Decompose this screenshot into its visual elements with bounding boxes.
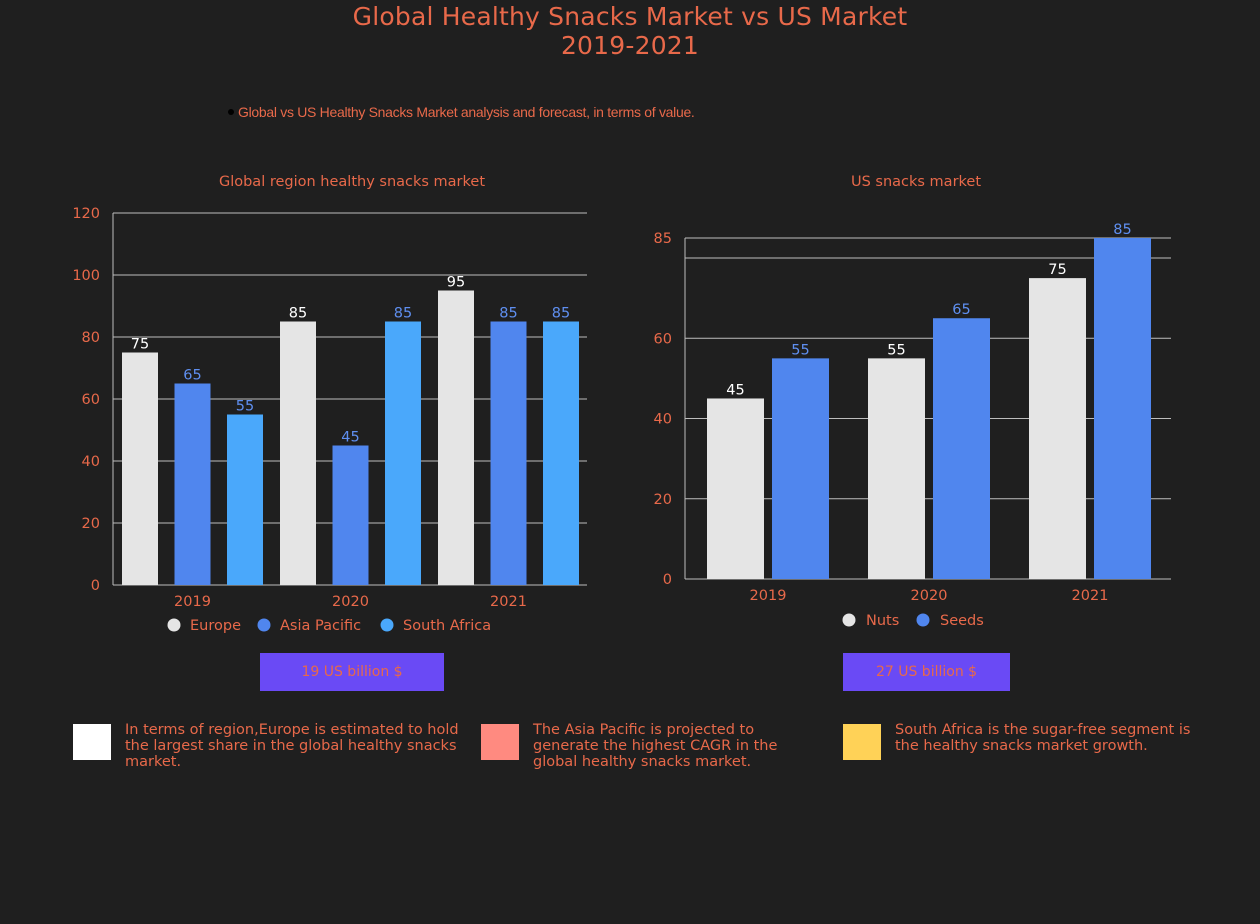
- us-bar-nuts-2021: [1029, 278, 1086, 579]
- us-data-label: 75: [1048, 262, 1066, 278]
- global-y-tick-label: 120: [72, 206, 100, 222]
- global-legend-label: Europe: [190, 618, 241, 634]
- us-bar-seeds-2019: [772, 358, 829, 579]
- global-y-tick-label: 20: [82, 516, 100, 532]
- page-subtitle-text: Global vs US Healthy Snacks Market analy…: [238, 104, 695, 120]
- global-data-label: 95: [447, 275, 465, 291]
- global-data-label: 85: [552, 306, 570, 322]
- global-legend-marker: [167, 618, 181, 632]
- global-data-label: 45: [341, 430, 359, 446]
- us-y-tick-label: 85: [654, 231, 672, 247]
- global-legend-label: South Africa: [403, 618, 491, 634]
- page-title-line2: 2019-2021: [560, 31, 700, 60]
- us-data-label: 45: [726, 382, 744, 398]
- global-data-label: 55: [236, 399, 254, 415]
- global-bar-asia-pacific-2019: [174, 383, 211, 585]
- global-legend-marker: [257, 618, 271, 632]
- global-x-tick-label: 2020: [332, 594, 369, 610]
- us-bar-nuts-2020: [868, 358, 925, 579]
- global-x-tick-label: 2021: [490, 594, 527, 610]
- us-x-tick-label: 2019: [750, 588, 787, 604]
- global-x-tick-label: 2019: [174, 594, 211, 610]
- us-market-badge: 27 US billion $: [843, 653, 1010, 691]
- global-bar-europe-2021: [438, 290, 474, 585]
- page-subtitle: Global vs US Healthy Snacks Market analy…: [228, 104, 695, 120]
- us-legend-label: Nuts: [866, 613, 899, 629]
- us-bar-seeds-2021: [1094, 238, 1151, 579]
- global-y-tick-label: 0: [91, 578, 100, 594]
- global-legend-label: Asia Pacific: [280, 618, 361, 634]
- note-text-asia-pacific: The Asia Pacific is projected to generat…: [533, 722, 778, 770]
- us-legend-marker: [916, 613, 930, 627]
- us-x-tick-label: 2020: [911, 588, 948, 604]
- note-swatch-asia-pacific: [481, 724, 519, 760]
- us-data-label: 55: [791, 342, 809, 358]
- global-chart-title: Global region healthy snacks market: [219, 174, 485, 190]
- global-data-label: 75: [131, 337, 149, 353]
- global-bar-south-africa-2021: [543, 321, 579, 585]
- global-y-tick-label: 40: [82, 454, 100, 470]
- charts-canvas: Global region healthy snacks market 0 20 40…: [72, 174, 1171, 634]
- global-y-tick-label: 60: [82, 392, 100, 408]
- us-bar-nuts-2019: [707, 398, 764, 579]
- bullet-icon: [228, 109, 234, 115]
- us-y-tick-label: 20: [654, 492, 672, 508]
- us-y-tick-label: 60: [654, 331, 672, 347]
- global-bar-asia-pacific-2021: [490, 321, 527, 585]
- page-title-line1: Global Healthy Snacks Market vs US Marke…: [352, 2, 908, 31]
- global-bar-europe-2020: [280, 321, 316, 585]
- page-title: Global Healthy Snacks Market vs US Marke…: [0, 2, 1260, 60]
- note-asia-pacific: The Asia Pacific is projected to generat…: [481, 722, 811, 770]
- note-swatch-europe: [73, 724, 111, 760]
- global-legend-marker: [380, 618, 394, 632]
- note-south-africa: South Africa is the sugar-free segment i…: [843, 722, 1213, 760]
- us-x-tick-label: 2021: [1072, 588, 1109, 604]
- us-data-label: 55: [887, 342, 905, 358]
- global-bar-south-africa-2020: [385, 321, 421, 585]
- us-data-label: 65: [952, 302, 970, 318]
- global-bar-europe-2019: [122, 352, 158, 585]
- note-europe: In terms of region,Europe is estimated t…: [73, 722, 463, 770]
- global-bar-asia-pacific-2020: [332, 445, 369, 585]
- note-text-south-africa: South Africa is the sugar-free segment i…: [895, 722, 1191, 754]
- us-legend-label: Seeds: [940, 613, 984, 629]
- us-legend-marker: [842, 613, 856, 627]
- global-data-label: 85: [394, 306, 412, 322]
- us-y-tick-label: 40: [654, 412, 672, 428]
- us-bar-seeds-2020: [933, 318, 990, 579]
- global-data-label: 65: [183, 368, 201, 384]
- global-y-tick-label: 100: [72, 268, 100, 284]
- global-data-label: 85: [499, 306, 517, 322]
- us-chart-title: US snacks market: [851, 174, 981, 190]
- us-data-label: 85: [1113, 222, 1131, 238]
- global-bar-south-africa-2019: [227, 414, 263, 585]
- note-text-europe: In terms of region,Europe is estimated t…: [125, 722, 459, 770]
- global-y-tick-label: 80: [82, 330, 100, 346]
- global-market-badge: 19 US billion $: [260, 653, 444, 691]
- note-swatch-south-africa: [843, 724, 881, 760]
- us-y-tick-label: 0: [663, 572, 672, 588]
- global-data-label: 85: [289, 306, 307, 322]
